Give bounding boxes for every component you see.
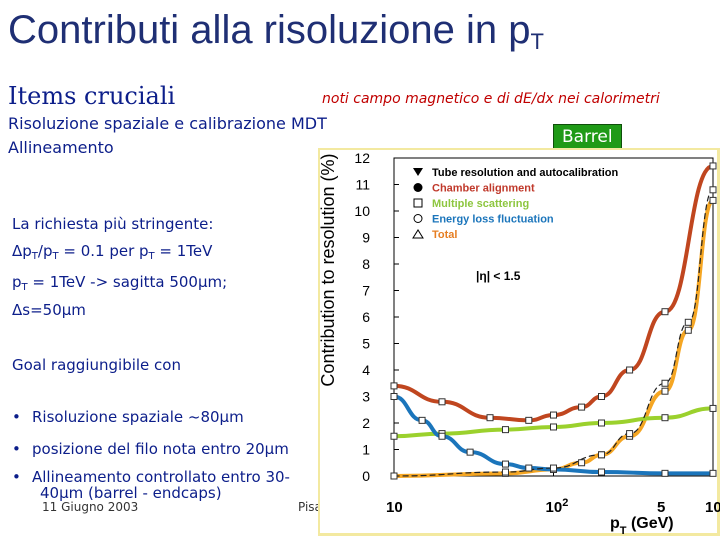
legend-label: Energy loss fluctuation (432, 214, 554, 226)
y-tick-label: 2 (362, 415, 370, 431)
data-point (418, 416, 426, 424)
momentum-resolution-text: ΔpT/pT = 0.1 per pT = 1TeV (12, 242, 213, 262)
bullet-item: • posizione del filo nota entro 20μm (12, 440, 289, 458)
data-point (709, 186, 717, 194)
y-tick-label: 1 (362, 442, 370, 458)
plot-area (393, 157, 714, 477)
note-text: noti campo magnetico e di dE/dx nei calo… (322, 91, 660, 107)
x-tick-label: 103 (705, 497, 720, 516)
legend-item: Tube resolution and autocalibration (413, 167, 618, 179)
item-spatial-resolution: Risoluzione spaziale e calibrazione MDT (8, 114, 327, 133)
data-point (501, 426, 509, 434)
data-point (550, 411, 557, 419)
x-tick-label: 5 (657, 499, 665, 516)
resolution-chart: Contribution to resolution (%) 012345678… (318, 148, 720, 536)
data-point (525, 464, 533, 472)
data-point (661, 469, 669, 477)
data-point (661, 414, 669, 422)
legend-label: Chamber alignment (432, 183, 535, 195)
y-tick-label: 8 (362, 256, 370, 272)
legend-item: Energy loss fluctuation (413, 214, 554, 226)
data-point (466, 448, 474, 456)
goal-text: Goal raggiungibile con (12, 356, 181, 374)
data-point (501, 468, 509, 476)
data-point (709, 469, 717, 477)
legend-label: Multiple scattering (432, 198, 529, 210)
item-alignment: Allineamento (8, 138, 114, 157)
legend-item: Multiple scattering (413, 198, 529, 210)
data-point (390, 432, 398, 440)
y-tick-label: 3 (362, 389, 370, 405)
barrel-badge: Barrel (553, 124, 622, 151)
y-tick-label: 6 (362, 309, 370, 325)
data-point (578, 459, 586, 467)
data-point (661, 387, 669, 395)
data-point (525, 416, 533, 424)
y-tick-label: 7 (362, 283, 370, 299)
y-axis-label: Contribution to resolution (%) (318, 153, 338, 386)
y-tick-label: 5 (362, 336, 370, 352)
data-point (550, 464, 557, 472)
footer-date: 11 Giugno 2003 (42, 500, 139, 514)
data-point (438, 432, 446, 440)
data-point (598, 451, 606, 459)
data-point (550, 423, 557, 431)
y-tick-label: 0 (362, 468, 370, 484)
items-heading: Items cruciali (8, 82, 176, 110)
data-point (438, 398, 446, 406)
eta-annotation: |η| < 1.5 (476, 269, 521, 283)
data-point (501, 460, 509, 468)
legend-item: Total (412, 229, 457, 241)
bullet-item: • Allineamento controllato entro 30- (12, 468, 290, 486)
data-point (578, 403, 586, 411)
data-point (661, 308, 669, 316)
bullet-item: • Risoluzione spaziale ~80μm (12, 408, 244, 426)
series-line-energy-loss-fluctuation (392, 394, 715, 476)
data-point (390, 472, 398, 480)
bullet-continuation: 40μm (barrel - endcaps) (40, 484, 222, 502)
data-point (390, 393, 398, 400)
data-point (709, 162, 717, 170)
y-tick-label: 9 (362, 230, 370, 246)
legend-label: Total (432, 229, 457, 241)
chart-frame (318, 148, 720, 536)
data-point (661, 379, 669, 387)
x-tick-label: 10 (386, 499, 403, 516)
x-axis-label: pT (GeV) (610, 515, 674, 536)
series-markers (390, 162, 717, 480)
page-title: Contributi alla risoluzione in pT (8, 8, 544, 54)
data-point (626, 366, 634, 374)
data-point (626, 430, 634, 438)
y-tick-label: 12 (354, 150, 370, 166)
legend-item: Chamber alignment (413, 183, 535, 195)
data-point (390, 382, 398, 390)
data-point (709, 404, 717, 412)
sagitta-text: pT = 1TeV -> sagitta 500μm; (12, 273, 228, 293)
y-tick-label: 4 (362, 362, 370, 378)
data-point (486, 414, 494, 422)
legend: Tube resolution and autocalibration Chamb… (412, 167, 618, 241)
requirement-text: La richiesta più stringente: (12, 215, 214, 233)
y-tick-label: 10 (354, 203, 370, 219)
data-point (598, 468, 606, 476)
x-tick-label: 102 (546, 497, 569, 516)
data-point (709, 196, 717, 204)
data-point (684, 326, 692, 334)
legend-label: Tube resolution and autocalibration (432, 167, 618, 179)
data-point (684, 318, 692, 326)
y-tick-label: 11 (355, 177, 370, 193)
data-point (598, 393, 606, 400)
delta-s-text: Δs=50μm (12, 301, 86, 319)
data-point (598, 419, 606, 427)
